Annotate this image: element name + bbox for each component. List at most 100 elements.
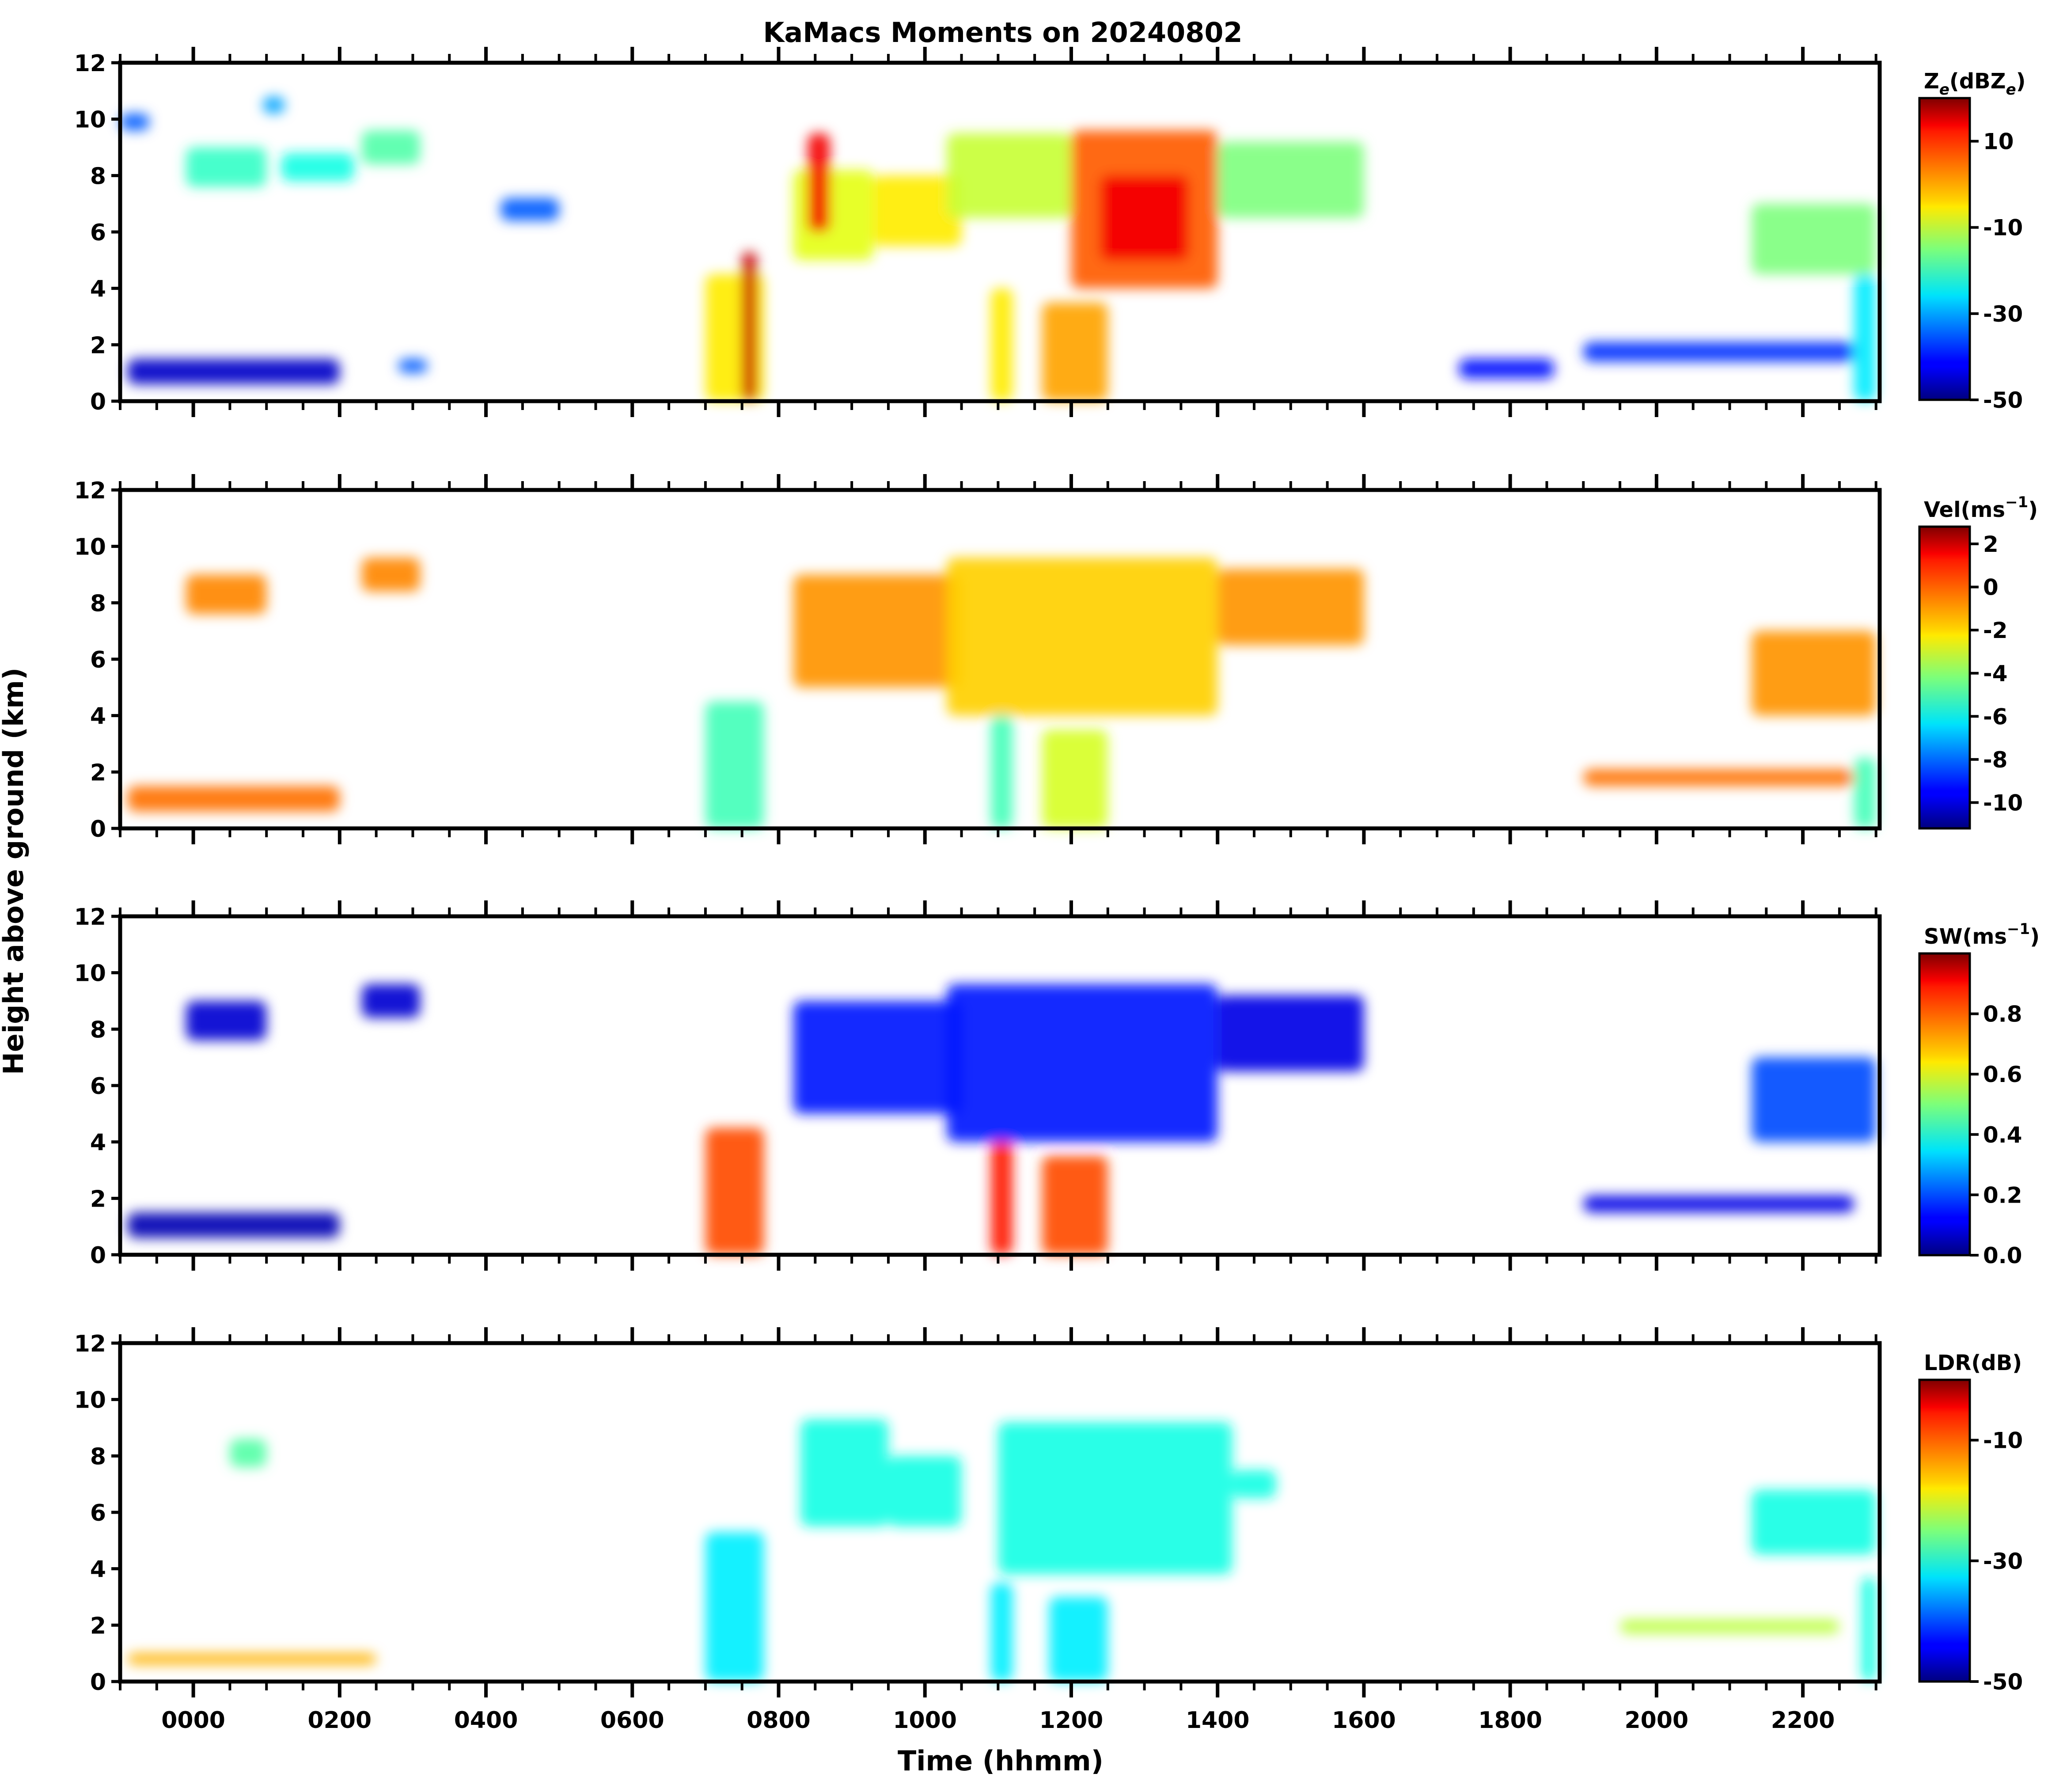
radar-echo — [361, 558, 421, 592]
colorbar-tick-label: -6 — [1983, 704, 2008, 729]
radar-echo — [1752, 204, 1876, 274]
colorbar-tick-label: 0 — [1983, 575, 1999, 600]
colorbar-title: Ze(dBZe) — [1924, 69, 2026, 99]
colorbar-tick-label: 10 — [1983, 129, 2014, 155]
x-tick-label: 0200 — [307, 1707, 372, 1734]
y-tick-label: 6 — [90, 1073, 106, 1100]
colorbar-title: Vel(ms−1) — [1924, 494, 2038, 522]
radar-echo — [398, 359, 428, 373]
radar-echo — [705, 1128, 764, 1255]
colorbar-tick-label: -2 — [1983, 618, 2008, 643]
y-tick-label: 0 — [90, 1242, 106, 1269]
y-tick-label: 2 — [90, 332, 106, 359]
colorbar-spectrum_width: 0.8 0.6 0.4 0.2 0.0 SW(ms−1) — [1918, 920, 2040, 1268]
radar-echo — [800, 1419, 888, 1526]
y-tick-label: 4 — [90, 1130, 106, 1156]
colorbar-tick-label: 0.4 — [1983, 1122, 2022, 1148]
radar-echo — [947, 984, 1218, 1142]
y-tick-label: 12 — [74, 904, 106, 930]
x-tick-label: 0000 — [161, 1707, 225, 1734]
colorbar-tick-label: -10 — [1983, 215, 2023, 241]
radar-echo — [1752, 1489, 1876, 1555]
radar-echo — [1752, 1057, 1876, 1142]
radar-echo — [501, 198, 559, 221]
radar-echo — [1100, 175, 1188, 260]
y-tick-label: 0 — [90, 389, 106, 415]
radar-echo — [1583, 342, 1854, 362]
colorbar-gradient — [1919, 98, 1970, 400]
colorbar-tick-label: 0.6 — [1983, 1062, 2022, 1087]
radar-echo — [947, 558, 1218, 716]
colorbar-tick-label: 0.0 — [1983, 1243, 2022, 1268]
radar-echo — [742, 251, 757, 401]
radar-echo — [793, 574, 962, 687]
echo-layer — [127, 558, 1876, 828]
radar-echo — [793, 170, 874, 260]
radar-echo — [127, 786, 340, 812]
radar-echo — [1583, 1195, 1854, 1213]
radar-echo — [1583, 769, 1854, 786]
x-tick-label: 0800 — [747, 1707, 811, 1734]
radar-echo — [186, 1001, 267, 1040]
radar-echo — [873, 175, 962, 246]
panel-reflectivity: 0 2 4 6 8 10 12 10 -10 -30 -50 Ze(dBZe) — [74, 47, 2026, 417]
radar-echo — [1752, 631, 1876, 716]
colorbar-tick-label: -50 — [1983, 387, 2023, 413]
radar-echo — [1042, 729, 1108, 828]
x-axis-label: Time (hhmm) — [898, 1745, 1104, 1777]
y-tick-label: 8 — [90, 163, 106, 190]
colorbar-tick-label: 0.8 — [1983, 1002, 2022, 1027]
echo-layer — [127, 984, 1876, 1255]
colorbar-title: SW(ms−1) — [1924, 920, 2040, 949]
colorbar-frame — [1918, 1378, 1971, 1683]
y-tick-label: 10 — [74, 961, 106, 987]
y-tick-label: 6 — [90, 220, 106, 246]
y-tick-label: 2 — [90, 1186, 106, 1212]
radar-echo — [1620, 1619, 1839, 1634]
radar-echo — [120, 113, 150, 131]
radar-echo — [186, 147, 267, 187]
radar-echo — [361, 984, 421, 1018]
x-tick-label: 0400 — [454, 1707, 518, 1734]
colorbar-tick-label: 2 — [1983, 532, 1999, 557]
radar-echo — [793, 1001, 962, 1114]
radar-echo — [186, 574, 267, 614]
radar-echo — [947, 133, 1071, 218]
colorbar-gradient — [1919, 527, 1970, 828]
colorbar-gradient — [1919, 1380, 1970, 1682]
x-tick-label: 1200 — [1039, 1707, 1104, 1734]
colorbar-ldr: -10 -30 -50 LDR(dB) — [1918, 1351, 2023, 1695]
radar-echo — [281, 153, 354, 182]
colorbar-tick-label: 0.2 — [1983, 1182, 2022, 1208]
radar-echo — [705, 1532, 764, 1682]
y-axis-label: Height above ground (km) — [0, 668, 30, 1075]
y-tick-label: 4 — [90, 276, 106, 303]
x-tick-label: 1000 — [893, 1707, 957, 1734]
panel-velocity: 0 2 4 6 8 10 12 2 0 -2 -4 -6 -8 -10 Vel(ms−1) — [74, 474, 2038, 844]
radar-echo — [1459, 359, 1555, 379]
radar-echo — [990, 1142, 1013, 1255]
colorbar-tick-label: -8 — [1983, 747, 2008, 773]
radar-echo — [127, 359, 340, 384]
y-tick-label: 10 — [74, 107, 106, 133]
y-tick-label: 12 — [74, 50, 106, 77]
panel-ldr: 0 2 4 6 8 10 12 0000 0200 0400 0600 0800 1000 1200 140… — [74, 1327, 2023, 1734]
colorbar-gradient — [1919, 953, 1970, 1255]
colorbar-tick-label: -30 — [1983, 1549, 2023, 1574]
radar-echo — [361, 130, 421, 164]
echo-layer — [127, 1419, 1876, 1682]
y-tick-label: 4 — [90, 1557, 106, 1583]
y-tick-label: 6 — [90, 1500, 106, 1526]
radar-echo — [705, 701, 764, 828]
colorbar-reflectivity: 10 -10 -30 -50 Ze(dBZe) — [1918, 69, 2026, 413]
x-tick-label: 2200 — [1771, 1707, 1835, 1734]
y-tick-label: 8 — [90, 590, 106, 617]
y-tick-label: 10 — [74, 534, 106, 561]
colorbar-tick-label: -50 — [1983, 1669, 2023, 1695]
colorbar-frame — [1918, 952, 1971, 1257]
radar-echo — [1217, 569, 1364, 645]
colorbar-tick-label: -10 — [1983, 1428, 2023, 1454]
y-tick-label: 0 — [90, 816, 106, 843]
echo-layer — [120, 96, 1876, 401]
